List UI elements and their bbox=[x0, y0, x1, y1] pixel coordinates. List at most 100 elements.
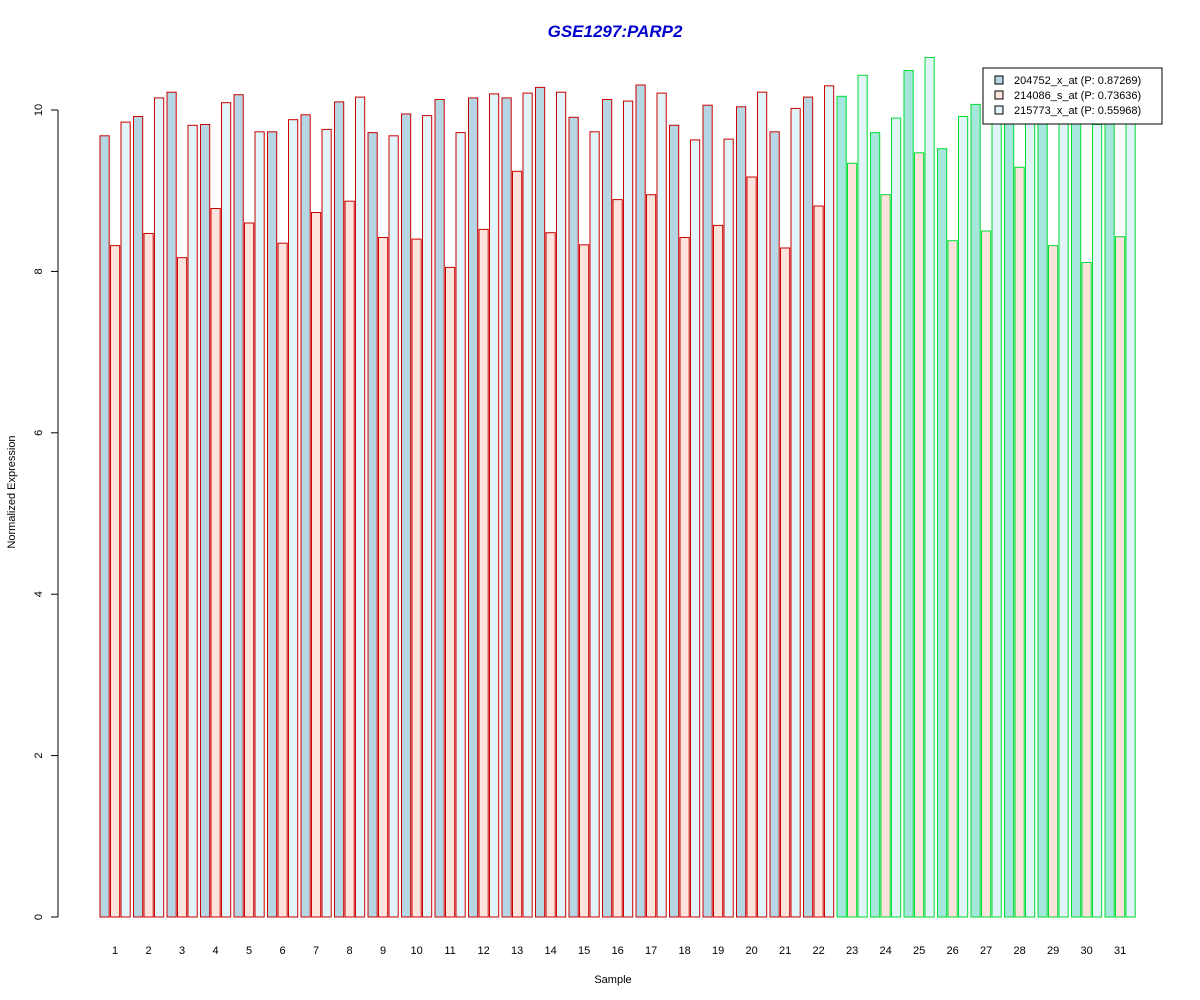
bar-s2-sample-22 bbox=[813, 205, 824, 918]
x-tick-label: 28 bbox=[1013, 945, 1025, 957]
bar-s1-sample-9 bbox=[367, 132, 378, 918]
bar-s2-sample-24 bbox=[880, 194, 891, 918]
bar-s2-sample-30 bbox=[1081, 262, 1092, 918]
bar-s2-sample-23 bbox=[847, 162, 858, 918]
y-axis: 0 2 4 6 8 10 bbox=[33, 104, 59, 920]
bar-s1-sample-31 bbox=[1104, 103, 1115, 918]
y-tick-label: 4 bbox=[33, 591, 45, 597]
bar-s1-sample-27 bbox=[970, 103, 981, 918]
bar-s2-sample-27 bbox=[981, 230, 992, 918]
y-tick-label: 2 bbox=[33, 753, 45, 759]
bar-s2-sample-16 bbox=[612, 199, 623, 918]
bar-s1-sample-11 bbox=[434, 99, 445, 918]
x-tick-label: 19 bbox=[712, 945, 724, 957]
x-tick-label: 29 bbox=[1047, 945, 1059, 957]
bar-s1-sample-18 bbox=[669, 124, 680, 918]
bar-s1-sample-19 bbox=[702, 104, 713, 918]
bar-s3-sample-22 bbox=[824, 85, 835, 918]
legend: 204752_x_at (P: 0.87269) 214086_s_at (P: … bbox=[982, 67, 1163, 125]
bar-s2-sample-9 bbox=[378, 237, 389, 918]
bar-s2-sample-29 bbox=[1048, 245, 1059, 918]
bar-s2-sample-7 bbox=[311, 212, 322, 918]
bar-s2-sample-18 bbox=[679, 237, 690, 918]
x-tick-label: 16 bbox=[611, 945, 623, 957]
bar-s3-sample-17 bbox=[656, 92, 667, 918]
bar-s2-sample-8 bbox=[344, 200, 355, 918]
x-tick-label: 30 bbox=[1080, 945, 1092, 957]
bar-s3-sample-14 bbox=[556, 91, 567, 918]
bar-s2-sample-3 bbox=[177, 257, 188, 918]
legend-box bbox=[982, 67, 1163, 125]
y-tick-label: 10 bbox=[33, 104, 45, 116]
bar-s3-sample-11 bbox=[455, 132, 466, 918]
bar-s2-sample-26 bbox=[947, 240, 958, 918]
bar-s3-sample-7 bbox=[321, 128, 332, 918]
x-tick-label: 21 bbox=[779, 945, 791, 957]
bar-s3-sample-5 bbox=[254, 131, 265, 918]
bar-s1-sample-1 bbox=[99, 135, 110, 918]
bar-s1-sample-17 bbox=[635, 84, 646, 918]
legend-entry: 214086_s_at (P: 0.73636) bbox=[1014, 90, 1141, 102]
x-tick-label: 3 bbox=[179, 945, 185, 957]
legend-swatch bbox=[994, 105, 1004, 115]
x-tick-label: 8 bbox=[347, 945, 353, 957]
x-tick-label: 4 bbox=[213, 945, 219, 957]
bar-s1-sample-10 bbox=[401, 113, 412, 918]
bar-s1-sample-3 bbox=[166, 91, 177, 918]
bar-s2-sample-25 bbox=[914, 152, 925, 918]
bar-s1-sample-5 bbox=[233, 94, 244, 918]
y-tick-label: 8 bbox=[33, 268, 45, 274]
bar-s2-sample-5 bbox=[244, 222, 255, 918]
bar-s1-sample-25 bbox=[903, 70, 914, 918]
x-axis: 1 2 3 4 5 6 7 8 9 10 11 12 13 14 15 16 17 18 19 20 21 22 23 24 2… bbox=[112, 945, 1126, 957]
x-tick-label: 18 bbox=[678, 945, 690, 957]
bar-s2-sample-17 bbox=[646, 194, 657, 918]
bar-s2-sample-2 bbox=[143, 233, 154, 918]
bar-s3-sample-2 bbox=[154, 97, 165, 918]
bar-s3-sample-1 bbox=[120, 121, 131, 918]
bar-s1-sample-22 bbox=[803, 96, 814, 918]
x-tick-label: 23 bbox=[846, 945, 858, 957]
legend-swatch bbox=[994, 90, 1004, 100]
y-axis-label: Normalized Expression bbox=[6, 435, 18, 548]
bar-s1-sample-7 bbox=[300, 114, 311, 918]
bar-s3-sample-20 bbox=[757, 91, 768, 918]
bar-s1-sample-4 bbox=[200, 124, 211, 918]
bar-s3-sample-8 bbox=[355, 96, 366, 918]
bar-s1-sample-14 bbox=[535, 86, 546, 918]
x-tick-label: 7 bbox=[313, 945, 319, 957]
chart-title: GSE1297:PARP2 bbox=[548, 22, 683, 41]
bar-s2-sample-6 bbox=[277, 242, 288, 918]
bar-s2-sample-20 bbox=[746, 176, 757, 918]
x-tick-label: 17 bbox=[645, 945, 657, 957]
x-tick-label: 15 bbox=[578, 945, 590, 957]
legend-entry: 204752_x_at (P: 0.87269) bbox=[1014, 75, 1141, 87]
bar-s3-sample-25 bbox=[924, 57, 935, 918]
x-tick-label: 11 bbox=[444, 945, 455, 957]
bar-s3-sample-3 bbox=[187, 124, 198, 918]
bar-s1-sample-20 bbox=[736, 106, 747, 918]
bar-s3-sample-9 bbox=[388, 135, 399, 918]
bar-s3-sample-31 bbox=[1125, 106, 1136, 918]
bar-s3-sample-10 bbox=[422, 115, 433, 918]
x-tick-label: 24 bbox=[879, 945, 891, 957]
legend-entry: 215773_x_at (P: 0.55968) bbox=[1014, 105, 1141, 117]
bar-s3-sample-23 bbox=[857, 74, 868, 918]
bar-s2-sample-19 bbox=[713, 224, 724, 918]
bar-s3-sample-21 bbox=[790, 107, 801, 918]
bar-s3-sample-30 bbox=[1092, 124, 1103, 918]
bar-s2-sample-14 bbox=[545, 232, 556, 918]
y-tick-label: 6 bbox=[33, 430, 45, 436]
bar-s3-sample-4 bbox=[221, 102, 232, 918]
x-tick-label: 12 bbox=[477, 945, 489, 957]
bars-layer bbox=[99, 57, 1136, 918]
bar-s3-sample-15 bbox=[589, 131, 600, 918]
bar-s1-sample-6 bbox=[267, 131, 278, 918]
bar-s1-sample-30 bbox=[1071, 103, 1082, 918]
bar-s1-sample-29 bbox=[1037, 103, 1048, 918]
bar-s2-sample-21 bbox=[780, 247, 791, 918]
x-tick-label: 22 bbox=[812, 945, 824, 957]
x-tick-label: 27 bbox=[980, 945, 992, 957]
bar-s2-sample-12 bbox=[478, 228, 489, 918]
